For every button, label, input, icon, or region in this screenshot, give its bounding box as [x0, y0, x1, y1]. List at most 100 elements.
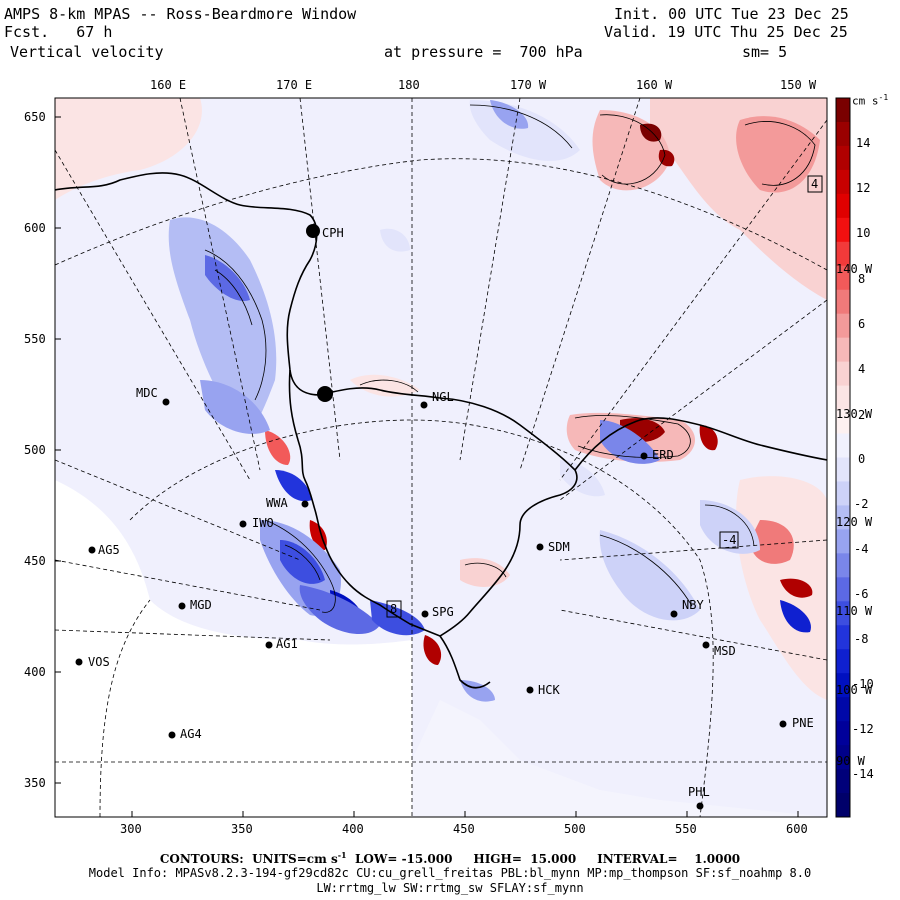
- station-label: VOS: [88, 655, 110, 669]
- graticule: [55, 98, 827, 817]
- colorbar-swatch: [836, 553, 850, 578]
- colorbar-tick: -8: [854, 632, 869, 646]
- station-label: HCK: [538, 683, 560, 697]
- lon-label-right: 140 W: [836, 262, 873, 276]
- station-label: PNE: [792, 716, 814, 730]
- model-info-2: LW:rrtmg_lw SW:rrtmg_sw SFLAY:sf_mynn: [316, 881, 584, 895]
- colorbar-swatch: [836, 193, 850, 219]
- map-title: AMPS 8-km MPAS -- Ross-Beardmore Window: [4, 5, 357, 23]
- smoothing: sm= 5: [742, 43, 788, 61]
- coastline: [55, 172, 827, 689]
- model-info: Model Info: MPASv8.2.3-194-gf29cd82c CU:…: [88, 866, 812, 880]
- lon-label-right: 130 W: [836, 407, 873, 421]
- colorbar-swatch: [836, 793, 850, 818]
- x-tick-label: 550: [675, 822, 697, 836]
- station-label: MDC: [136, 386, 158, 400]
- colorbar-tick: 10: [856, 226, 871, 240]
- colorbar-swatch: [836, 313, 850, 339]
- map-frame: [54, 97, 828, 818]
- station-dots: [75, 224, 787, 810]
- station-label: MGD: [190, 598, 212, 612]
- lon-label-right: 100 W: [836, 683, 873, 697]
- colorbar-tick: -4: [854, 542, 869, 556]
- colorbar-swatch: [836, 361, 850, 387]
- station-label: CPH: [322, 226, 344, 240]
- colorbar-swatch: [836, 385, 850, 411]
- init-time: Init. 00 UTC Tue 23 Dec 25: [614, 5, 849, 23]
- colorbar-swatch: [836, 769, 850, 794]
- y-tick-label: 600: [24, 221, 46, 235]
- colorbar-tick: 2: [858, 408, 866, 422]
- lon-label-top: 150 W: [780, 78, 817, 92]
- colorbar-swatch: [836, 433, 850, 458]
- colorbar-swatch: [836, 697, 850, 722]
- colorbar-swatch: [836, 481, 850, 506]
- valid-time: Valid. 19 UTC Thu 25 Dec 25: [604, 23, 848, 41]
- station-label: SDM: [548, 540, 570, 554]
- colorbar-tick: 14: [856, 136, 871, 150]
- colorbar-swatch: [836, 289, 850, 315]
- colorbar-tick: -6: [854, 587, 869, 601]
- colorbar-swatch: [836, 98, 850, 123]
- station-label: NGL: [432, 390, 454, 404]
- pressure-level: at pressure = 700 hPa: [384, 43, 583, 61]
- station-label: NBY: [682, 598, 704, 612]
- lon-label-top: 160 E: [150, 78, 187, 92]
- colorbar: [836, 98, 850, 818]
- colorbar-swatch: [836, 145, 850, 171]
- lon-label-top: 160 W: [636, 78, 673, 92]
- colorbar-tick: -14: [852, 767, 874, 781]
- lon-label-top: 170 E: [276, 78, 313, 92]
- colorbar-swatch: [836, 577, 850, 602]
- station-label: AG4: [180, 727, 202, 741]
- marker-label: -4: [722, 533, 737, 547]
- y-tick-label: 350: [24, 776, 46, 790]
- colorbar-swatch: [836, 505, 850, 530]
- marker-label: 4: [811, 177, 819, 191]
- colorbar-tick: 0: [858, 452, 866, 466]
- colorbar-swatch: [836, 409, 850, 435]
- colorbar-tick: 6: [858, 317, 866, 331]
- lon-label-right: 90 W: [836, 754, 865, 768]
- colorbar-swatch: [836, 241, 850, 267]
- colorbar-swatch: [836, 601, 850, 626]
- colorbar-swatch: [836, 529, 850, 554]
- station-label: WWA: [266, 496, 288, 510]
- colorbar-swatch: [836, 169, 850, 195]
- field-name: Vertical velocity: [10, 43, 164, 61]
- y-tick-label: 450: [24, 554, 46, 568]
- colorbar-swatch: [836, 337, 850, 363]
- colorbar-units: cm s-1: [852, 93, 889, 108]
- colorbar-swatch: [836, 457, 850, 482]
- station-label: IWO: [252, 516, 274, 530]
- station-label: AG1: [276, 637, 298, 651]
- colorbar-swatch: [836, 217, 850, 243]
- colorbar-swatch: [836, 121, 850, 147]
- forecast-hour: Fcst. 67 h: [4, 23, 113, 41]
- y-tick-label: 550: [24, 332, 46, 346]
- contour-info: CONTOURS: UNITS=cm s-1 LOW= -15.000 HIGH…: [159, 850, 741, 866]
- colorbar-frame: [835, 97, 851, 818]
- station-label: MSD: [714, 644, 736, 658]
- marker-label: 8: [390, 602, 398, 616]
- colorbar-swatch: [836, 673, 850, 698]
- station-label: PHL: [688, 785, 710, 799]
- colorbar-tick: -12: [852, 722, 874, 736]
- colorbar-tick: 4: [858, 362, 866, 376]
- station-label: AG5: [98, 543, 120, 557]
- x-tick-label: 350: [231, 822, 253, 836]
- colorbar-tick: -10: [852, 677, 874, 691]
- colorbar-tick: 12: [856, 181, 871, 195]
- colorbar-swatch: [836, 745, 850, 770]
- colorbar-swatch: [836, 721, 850, 746]
- colorbar-tick: -2: [854, 497, 869, 511]
- lon-label-right: 110 W: [836, 604, 873, 618]
- lon-label-top: 180: [398, 78, 420, 92]
- lon-label-right: 120 W: [836, 515, 873, 529]
- x-tick-label: 450: [453, 822, 475, 836]
- x-tick-label: 600: [786, 822, 808, 836]
- y-tick-label: 400: [24, 665, 46, 679]
- station-label: ERD: [652, 448, 674, 462]
- x-tick-label: 400: [342, 822, 364, 836]
- y-tick-label: 500: [24, 443, 46, 457]
